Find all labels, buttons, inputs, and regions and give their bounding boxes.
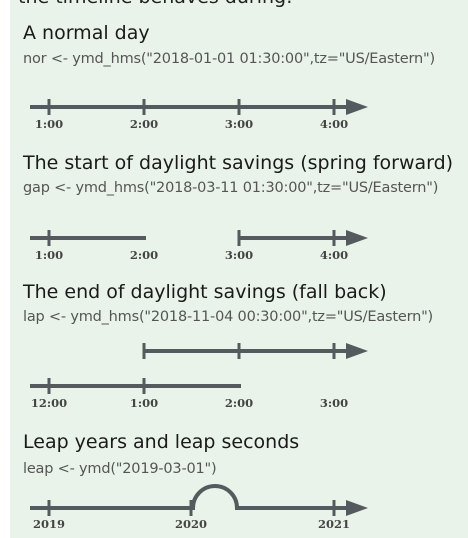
timeline-line-with-bump bbox=[30, 484, 352, 510]
tick-label: 1:00 bbox=[35, 117, 63, 131]
tick-label: 2019 bbox=[33, 517, 65, 531]
diagram-panel bbox=[10, 0, 468, 538]
tick-label: 3:00 bbox=[320, 396, 348, 410]
tick-label: 2:00 bbox=[225, 396, 253, 410]
tick-label: 12:00 bbox=[31, 396, 67, 410]
arrow-head-icon bbox=[346, 343, 368, 359]
tick-label: 1:00 bbox=[35, 248, 63, 262]
timeline-spring-forward bbox=[30, 230, 368, 246]
tick-label: 2021 bbox=[318, 517, 350, 531]
tick-label: 2020 bbox=[175, 517, 207, 531]
code-spring-forward: gap <- ymd_hms("2018-03-11 01:30:00",tz=… bbox=[23, 180, 439, 196]
tick-label: 2:00 bbox=[130, 248, 158, 262]
timeline-leap bbox=[30, 484, 368, 516]
tick-label: 4:00 bbox=[320, 117, 348, 131]
section-title-leap: Leap years and leap seconds bbox=[23, 431, 300, 453]
section-title-spring-forward: The start of daylight savings (spring fo… bbox=[23, 152, 454, 174]
code-leap: leap <- ymd("2019-03-01") bbox=[23, 461, 217, 477]
code-fall-back: lap <- ymd_hms("2018-11-04 00:30:00",tz=… bbox=[23, 309, 433, 325]
intro-fragment: the timeline behaves during: bbox=[18, 0, 292, 8]
arrow-head-icon bbox=[346, 99, 368, 115]
arrow-head-icon bbox=[346, 500, 368, 516]
tick-label: 3:00 bbox=[225, 117, 253, 131]
section-title-normal-day: A normal day bbox=[23, 22, 150, 44]
tick-label: 1:00 bbox=[130, 396, 158, 410]
timeline-normal-day bbox=[30, 99, 368, 115]
tick-label: 4:00 bbox=[320, 248, 348, 262]
timeline-fall-back bbox=[30, 343, 368, 394]
code-normal-day: nor <- ymd_hms("2018-01-01 01:30:00",tz=… bbox=[23, 51, 435, 67]
arrow-head-icon bbox=[346, 230, 368, 246]
tick-label: 3:00 bbox=[225, 248, 253, 262]
tick-label: 2:00 bbox=[130, 117, 158, 131]
section-title-fall-back: The end of daylight savings (fall back) bbox=[23, 281, 387, 303]
